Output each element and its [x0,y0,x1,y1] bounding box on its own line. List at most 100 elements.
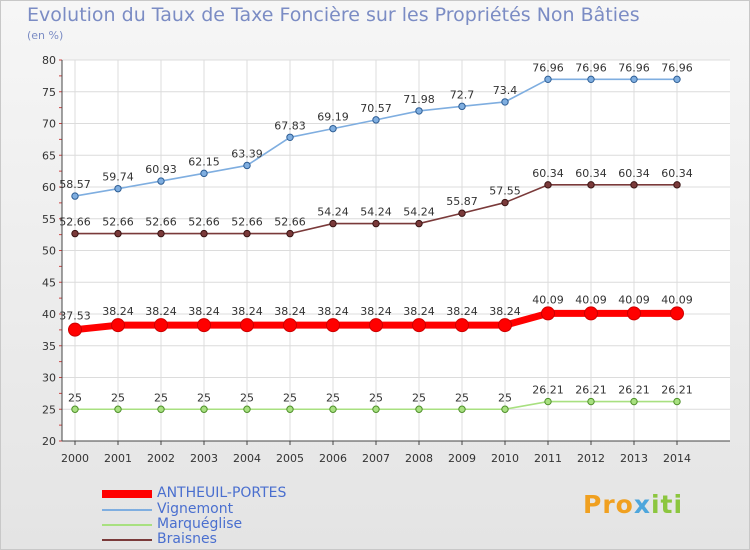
data-label: 52.66 [274,216,306,229]
data-label: 25 [68,391,82,404]
data-label: 72.7 [450,88,475,101]
y-tick-label: 80 [42,54,56,67]
data-point [286,133,294,141]
x-tick-label: 2001 [104,452,132,465]
axis-layer: 20 25 30 35 40 45 50 55 60 65 70 75 80 2000 2001 2002 20… [42,54,730,465]
series-layer [68,75,684,413]
data-label: 52.66 [145,216,177,229]
y-tick-label: 40 [42,308,56,321]
data-label: 25 [326,391,340,404]
legend-label: Braisnes [157,531,217,547]
data-point [498,318,512,333]
data-point [329,124,337,133]
data-point [627,306,641,321]
data-point [458,209,466,217]
data-label: 38.24 [317,305,349,318]
chart-title: Evolution du Taux de Taxe Foncière sur l… [27,4,640,26]
data-point [243,229,251,238]
data-label: 25 [240,391,254,404]
x-tick-label: 2012 [577,452,605,465]
x-tick-label: 2010 [491,452,519,465]
data-label: 57.55 [489,185,521,198]
data-point [544,397,552,406]
data-point [673,397,681,406]
data-label: 38.24 [489,305,521,318]
data-point [415,405,423,413]
data-label: 76.96 [618,61,650,74]
data-label: 52.66 [231,216,263,229]
data-label-layer: 37.53 38.24 38.24 38.24 38.24 38.24 38.24 38.24… [59,61,693,404]
legend-swatch [102,524,152,526]
data-label: 58.57 [59,178,91,191]
data-label: 76.96 [575,61,607,74]
data-label: 73.4 [493,84,518,97]
data-label: 38.24 [188,305,220,318]
data-point [286,405,294,413]
y-tick-label: 25 [42,403,56,416]
data-point [243,405,251,413]
data-label: 25 [369,391,383,404]
data-point [541,306,555,321]
legend-swatch [102,539,152,541]
data-point [286,229,294,238]
data-point [71,192,79,200]
data-point [455,318,469,333]
data-point [584,306,598,321]
data-label: 67.83 [274,119,306,132]
data-point [587,75,595,84]
legend-label: Vignemont [157,501,234,517]
data-label: 25 [154,391,168,404]
data-label: 70.57 [360,102,392,115]
data-label: 62.15 [188,155,220,168]
data-point [587,397,595,406]
x-tick-label: 2007 [362,452,390,465]
x-tick-label: 2013 [620,452,648,465]
x-tick-label: 2003 [190,452,218,465]
data-point [283,318,297,333]
grid-layer [62,59,730,442]
data-point [329,219,337,228]
data-point [240,318,254,333]
data-label: 38.24 [446,305,478,318]
data-point [326,318,340,333]
data-point [200,229,208,238]
data-point [673,181,681,189]
data-point [157,177,165,185]
data-point [415,219,423,228]
data-label: 40.09 [575,293,607,306]
data-point [630,397,638,406]
data-label: 40.09 [618,293,650,306]
data-label: 25 [498,391,512,404]
y-axis-unit-label: (en %) [27,29,64,42]
data-point [501,198,509,207]
data-label: 38.24 [102,305,134,318]
data-point [200,169,208,178]
data-label: 40.09 [661,293,693,306]
data-point [71,405,79,413]
y-tick-label: 75 [42,86,56,99]
data-point [587,181,595,189]
data-point [114,184,122,193]
y-tick-label: 20 [42,435,56,448]
data-label: 25 [283,391,297,404]
data-label: 60.34 [575,167,607,180]
data-point [372,116,380,124]
data-label: 54.24 [360,206,392,219]
data-point [243,161,251,170]
y-tick-label: 55 [42,213,56,226]
data-label: 38.24 [145,305,177,318]
data-label: 25 [197,391,211,404]
legend-swatch [102,490,152,498]
data-label: 40.09 [532,293,564,306]
data-point [544,75,552,84]
x-tick-label: 2000 [61,452,89,465]
proxiti-logo: Proxiti [583,490,684,519]
data-label: 38.24 [274,305,306,318]
data-point [154,318,168,333]
data-label: 54.24 [403,206,435,219]
data-label: 71.98 [403,93,435,106]
x-tick-label: 2005 [276,452,304,465]
x-tick-label: 2011 [534,452,562,465]
data-label: 76.96 [532,61,564,74]
